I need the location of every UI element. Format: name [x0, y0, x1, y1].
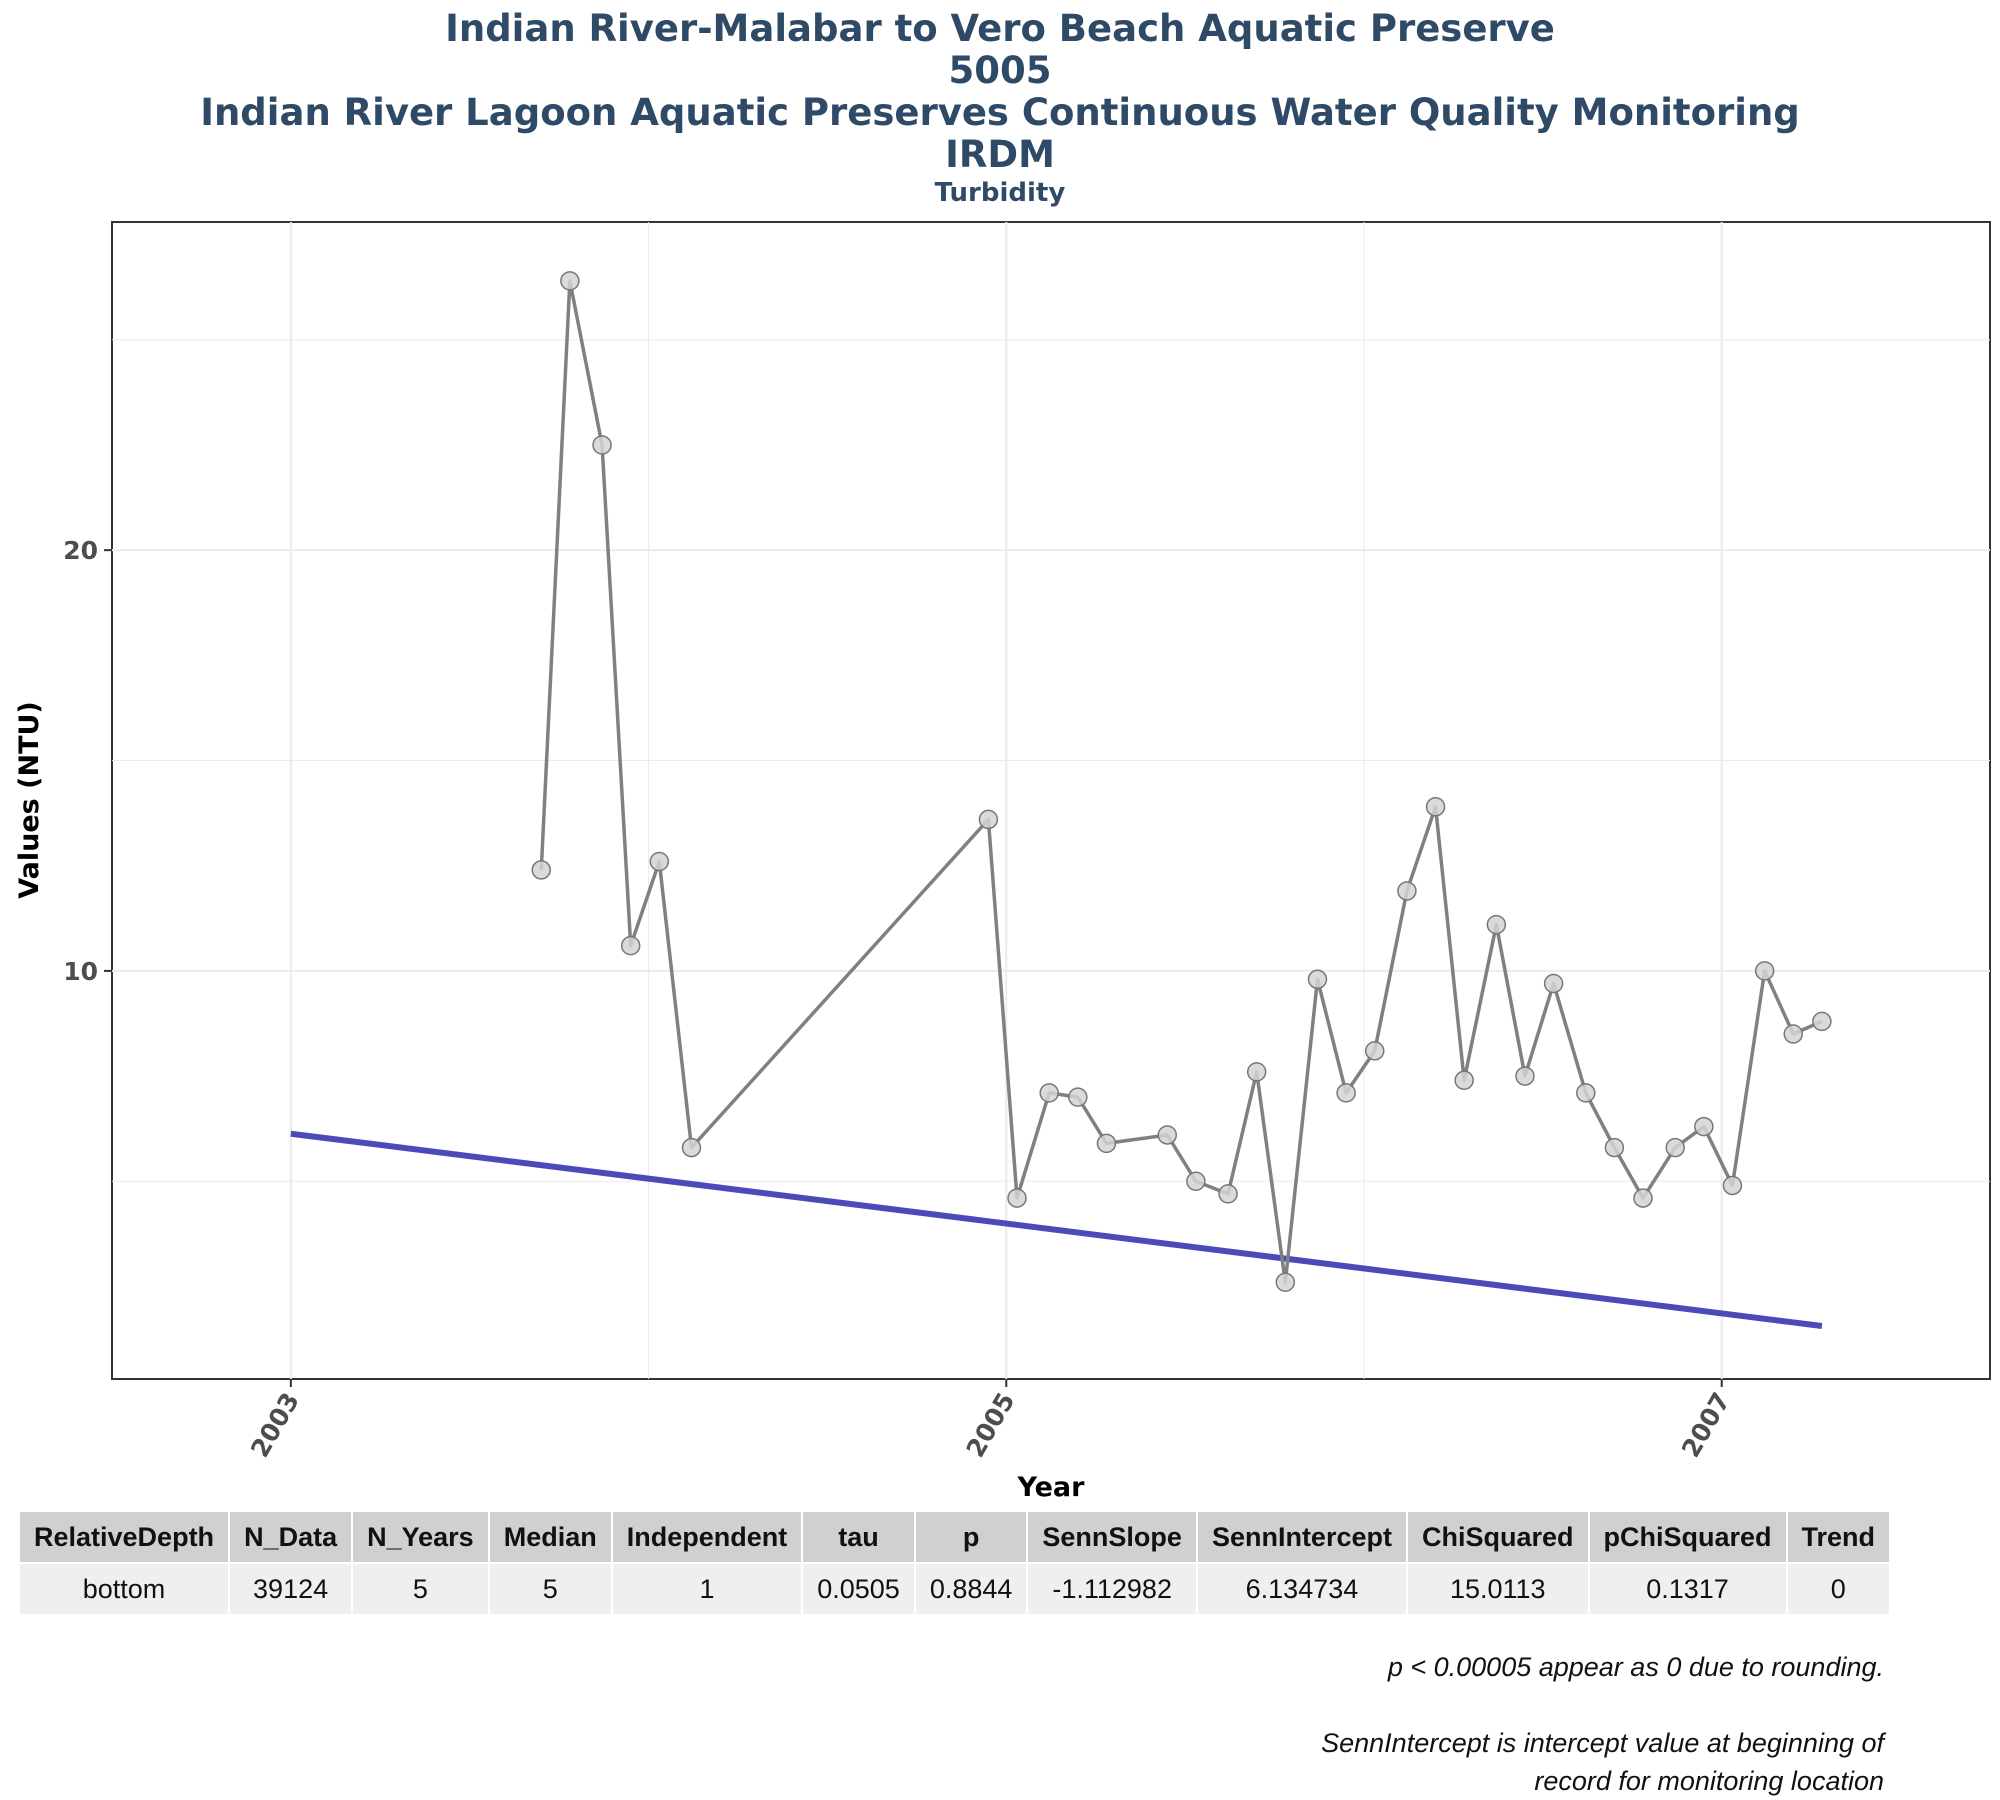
- data-point: [1218, 1184, 1238, 1204]
- data-point: [1007, 1188, 1027, 1208]
- data-point: [592, 435, 612, 455]
- data-point: [1364, 1041, 1385, 1061]
- table-cell: 39124: [230, 1564, 352, 1614]
- footnote-intercept-line-2: record for monitoring location: [1534, 1766, 1884, 1796]
- data-point: [1515, 1066, 1535, 1086]
- table-header-cell: pChiSquared: [1589, 1512, 1786, 1562]
- x-tick-label: 2003: [245, 1388, 305, 1463]
- senn-trend-line: [290, 1130, 1823, 1329]
- table-header-cell: Median: [489, 1512, 611, 1562]
- chart-subtitle: Turbidity: [934, 178, 1066, 208]
- table-header-cell: SennSlope: [1028, 1512, 1196, 1562]
- table-cell: 1: [612, 1564, 802, 1614]
- table-cell: bottom: [20, 1564, 229, 1614]
- data-point: [1039, 1083, 1059, 1103]
- grid-lines: [112, 222, 1990, 1379]
- data-point: [620, 935, 641, 956]
- data-point: [1275, 1272, 1296, 1292]
- table-header-row: RelativeDepth N_Data N_Years Median Independ…: [20, 1512, 1890, 1562]
- data-point: [1633, 1188, 1653, 1208]
- x-axis-label: Year: [1017, 1472, 1086, 1500]
- footnote-intercept-line-1: SennIntercept is intercept value at begi…: [1321, 1728, 1884, 1758]
- table-header-cell: RelativeDepth: [20, 1512, 229, 1562]
- stats-table: RelativeDepth N_Data N_Years Median Independ…: [18, 1510, 1891, 1616]
- data-point: [1425, 797, 1446, 817]
- table-cell: 15.0113: [1407, 1564, 1588, 1614]
- data-point: [1397, 881, 1417, 901]
- x-tick-label: 2007: [1676, 1388, 1736, 1463]
- table-header-cell: N_Data: [230, 1512, 352, 1562]
- series-line: [539, 279, 1823, 1284]
- table-body: bottom 39124 5 5 1 0.0505 0.8844 -1.112982 6.134…: [20, 1564, 1890, 1614]
- data-point: [1307, 969, 1328, 990]
- table-header-cell: Independent: [612, 1512, 802, 1562]
- table-header-cell: SennIntercept: [1197, 1512, 1406, 1562]
- title-line-4: IRDM: [945, 133, 1055, 176]
- data-point: [1157, 1125, 1178, 1145]
- data-point: [1754, 961, 1775, 981]
- table-header-cell: N_Years: [353, 1512, 488, 1562]
- data-point: [1543, 973, 1564, 994]
- table-row: bottom 39124 5 5 1 0.0505 0.8844 -1.112982 6.134…: [20, 1564, 1890, 1614]
- title-line-3: Indian River Lagoon Aquatic Preserves Co…: [200, 91, 1800, 134]
- title-line-1: Indian River-Malabar to Vero Beach Aquat…: [445, 7, 1555, 50]
- table-cell: -1.112982: [1028, 1564, 1196, 1614]
- line-chart: 10 20 2003 2005 2007 Year Values (NTU): [14, 221, 1991, 1500]
- data-point: [1694, 1116, 1714, 1137]
- table-cell: 0.1317: [1589, 1564, 1786, 1614]
- table-cell: 0.8844: [915, 1564, 1027, 1614]
- footnotes: p < 0.00005 appear as 0 due to rounding.…: [1321, 1648, 1884, 1800]
- trend-line-group: [290, 1130, 1823, 1329]
- table-header-cell: ChiSquared: [1407, 1512, 1588, 1562]
- data-point: [1068, 1087, 1088, 1107]
- table-header-cell: p: [915, 1512, 1027, 1562]
- table-header-cell: tau: [803, 1512, 914, 1562]
- title-line-2: 5005: [948, 49, 1052, 92]
- data-point: [649, 851, 670, 872]
- data-point: [560, 271, 580, 291]
- table-cell: 0: [1787, 1564, 1890, 1614]
- data-point: [1783, 1024, 1804, 1044]
- data-point: [1454, 1070, 1474, 1091]
- x-tick-label: 2005: [961, 1388, 1021, 1463]
- data-point: [1665, 1137, 1685, 1158]
- table-cell: 0.0505: [803, 1564, 914, 1614]
- data-point: [1486, 914, 1507, 935]
- data-point: [978, 809, 999, 830]
- data-point: [681, 1137, 702, 1158]
- data-point: [1336, 1083, 1356, 1103]
- y-tick-label: 20: [63, 536, 98, 565]
- data-point: [1186, 1171, 1206, 1192]
- table-cell: 6.134734: [1197, 1564, 1406, 1614]
- y-tick-label: 10: [63, 957, 98, 986]
- plot-panel: [111, 221, 1991, 1380]
- table-cell: 5: [353, 1564, 488, 1614]
- data-point: [531, 860, 552, 880]
- data-point: [1246, 1062, 1267, 1082]
- table-header-cell: Trend: [1787, 1512, 1890, 1562]
- data-point: [1722, 1175, 1743, 1196]
- series-group: [531, 271, 1832, 1292]
- y-axis-label: Values (NTU): [14, 701, 45, 899]
- data-point: [1576, 1083, 1596, 1103]
- footnote-rounding: p < 0.00005 appear as 0 due to rounding.: [1387, 1652, 1884, 1682]
- data-point: [1096, 1133, 1117, 1154]
- data-point: [1604, 1137, 1625, 1158]
- data-point: [1812, 1011, 1832, 1032]
- chart-titles: Indian River-Malabar to Vero Beach Aquat…: [0, 8, 2000, 210]
- table-cell: 5: [489, 1564, 611, 1614]
